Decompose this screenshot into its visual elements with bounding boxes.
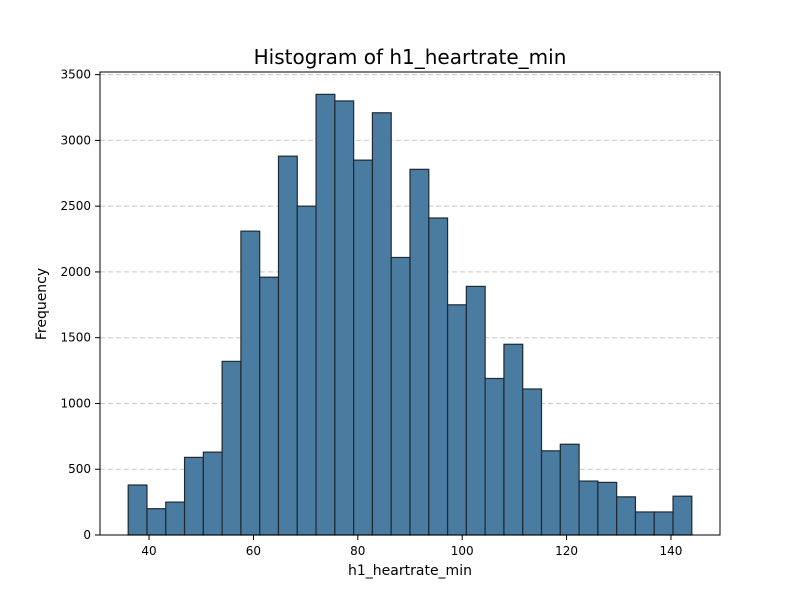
histogram-bar — [522, 388, 543, 536]
y-axis-ticks: 0 500 1000 1500 2000 2500 3000 3500 — [60, 68, 100, 542]
histogram-bar — [578, 480, 599, 536]
histogram-bar — [446, 304, 467, 536]
grid-lines — [100, 74, 720, 470]
histogram-bar — [653, 511, 674, 536]
histogram-bar — [390, 256, 411, 536]
x-tick-label: 100 — [451, 544, 474, 558]
y-tick-label: 3500 — [60, 68, 91, 82]
histogram-bar — [259, 276, 280, 536]
x-tick-label: 80 — [350, 544, 365, 558]
x-tick-label: 60 — [246, 544, 261, 558]
plot-area-frame — [99, 71, 721, 536]
histogram-bar — [465, 285, 486, 536]
histogram-bar — [484, 377, 505, 536]
y-tick-label: 1500 — [60, 331, 91, 345]
histogram-bar — [165, 501, 186, 536]
histogram-bar — [540, 450, 561, 536]
x-tick-label: 120 — [555, 544, 578, 558]
y-tick-label: 2000 — [60, 265, 91, 279]
histogram-bar — [634, 511, 655, 536]
histogram-bar — [371, 112, 392, 536]
y-axis-label: Frequency — [34, 268, 50, 340]
histogram-bar — [503, 343, 524, 536]
histogram-bar — [277, 155, 298, 536]
histogram-bar — [334, 100, 355, 536]
y-tick-label: 0 — [83, 528, 91, 542]
histogram-bar — [409, 168, 430, 536]
histogram-bar — [221, 360, 242, 536]
y-tick-label: 2500 — [60, 199, 91, 213]
histogram-bar — [127, 484, 148, 536]
histogram-bar — [353, 159, 374, 536]
x-tick-label: 140 — [659, 544, 682, 558]
histogram-bar — [315, 93, 336, 536]
histogram-bar — [616, 496, 637, 536]
y-tick-label: 1000 — [60, 396, 91, 410]
x-axis-label: h1_heartrate_min — [348, 563, 472, 579]
histogram-bar — [559, 443, 580, 536]
histogram-bars — [127, 93, 693, 536]
histogram-bar — [240, 230, 261, 536]
chart-title: Histogram of h1_heartrate_min — [254, 45, 567, 69]
histogram-bar — [428, 217, 449, 536]
histogram-bar — [183, 456, 204, 536]
x-axis-ticks: 40 60 80 100 120 140 — [141, 535, 682, 558]
y-tick-label: 500 — [68, 462, 91, 476]
histogram-bar — [202, 451, 223, 536]
histogram-bar — [672, 495, 693, 536]
histogram-bar — [146, 508, 167, 536]
histogram-bar — [296, 205, 317, 536]
y-tick-label: 3000 — [60, 133, 91, 147]
histogram-bar — [597, 481, 618, 536]
x-tick-label: 40 — [141, 544, 156, 558]
